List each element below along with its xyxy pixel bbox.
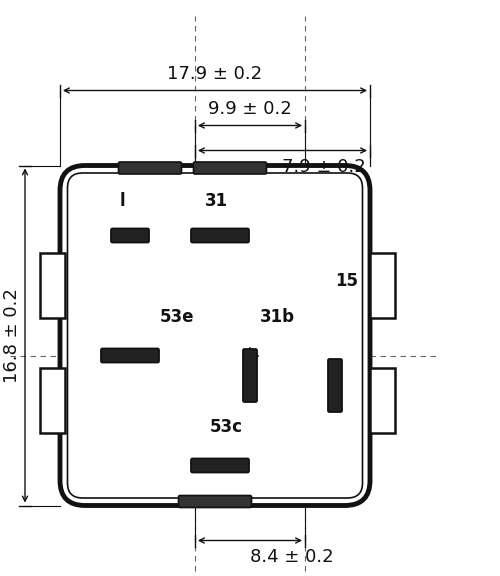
FancyBboxPatch shape (111, 229, 149, 242)
FancyBboxPatch shape (178, 495, 252, 507)
Text: l: l (120, 192, 126, 210)
Text: 53e: 53e (160, 308, 194, 325)
FancyBboxPatch shape (191, 458, 249, 472)
Text: 16.8 ± 0.2: 16.8 ± 0.2 (4, 288, 22, 383)
Text: 7.9 ± 0.2: 7.9 ± 0.2 (282, 158, 366, 176)
Text: 9.9 ± 0.2: 9.9 ± 0.2 (208, 100, 292, 118)
Text: 53c: 53c (210, 418, 243, 435)
Text: 17.9 ± 0.2: 17.9 ± 0.2 (168, 65, 262, 83)
Text: 31b: 31b (260, 308, 295, 325)
FancyBboxPatch shape (194, 162, 266, 174)
FancyBboxPatch shape (60, 165, 370, 506)
FancyBboxPatch shape (118, 162, 182, 174)
Bar (370, 253, 395, 318)
Text: 31: 31 (205, 192, 228, 210)
FancyBboxPatch shape (101, 348, 159, 362)
FancyBboxPatch shape (328, 359, 342, 412)
Text: 8.4 ± 0.2: 8.4 ± 0.2 (250, 548, 334, 566)
Bar (40, 368, 65, 433)
FancyBboxPatch shape (243, 349, 257, 402)
Bar (370, 368, 395, 433)
FancyBboxPatch shape (191, 229, 249, 242)
Bar (40, 253, 65, 318)
Text: 15: 15 (335, 272, 358, 290)
